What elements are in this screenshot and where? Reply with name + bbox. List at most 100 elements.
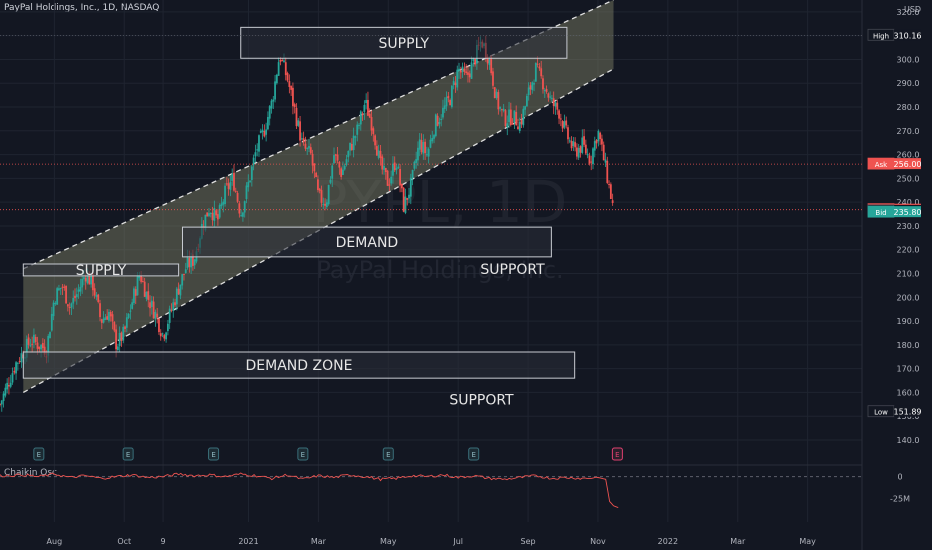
candle-body: [247, 181, 250, 188]
candle-body: [588, 155, 591, 164]
oscillator-line: [0, 472, 619, 509]
candle-body: [158, 318, 160, 333]
candle-body: [393, 162, 396, 171]
x-tick-label: 2022: [658, 537, 678, 546]
price-label-value: 235.80: [894, 208, 922, 217]
candle-body: [597, 130, 600, 142]
candle-body: [170, 309, 173, 311]
candle-body: [15, 362, 17, 374]
candle-body: [472, 57, 475, 62]
earnings-marker-label: E: [615, 451, 619, 459]
candle-body: [154, 311, 157, 319]
price-labels: High310.16Ask256.00PYPL236.83Avg236.33Bi…: [0, 28, 922, 418]
candle-body: [501, 109, 503, 111]
price-label-name: Bid: [875, 209, 886, 217]
candle-body: [536, 63, 539, 65]
candle-body: [324, 203, 326, 206]
candle-body: [52, 302, 55, 317]
candle-body: [222, 201, 225, 205]
candle-body: [2, 393, 5, 402]
candle-body: [83, 277, 85, 280]
candle-body: [129, 310, 132, 312]
candle-body: [486, 56, 489, 64]
price-scale[interactable]: [862, 0, 932, 550]
candle-body: [163, 335, 166, 339]
candle-body: [54, 303, 57, 305]
candle-body: [292, 87, 294, 107]
candle-body: [259, 130, 262, 133]
candle-body: [36, 342, 39, 349]
price-label-value: 310.16: [894, 31, 922, 40]
candle-body: [159, 333, 162, 337]
candle-body: [554, 102, 557, 107]
candle-body: [363, 104, 366, 113]
candle-body: [263, 131, 266, 137]
candle-body: [452, 81, 455, 85]
candle-body: [25, 339, 28, 358]
zone-label: DEMAND ZONE: [246, 358, 353, 374]
candle-body: [370, 117, 373, 131]
candle-body: [281, 60, 284, 62]
candle-body: [193, 259, 196, 266]
chart-title: PayPal Holdings, Inc., 1D, NASDAQ: [4, 3, 160, 13]
candle-body: [458, 68, 460, 72]
candle-body: [243, 201, 246, 213]
candle-body: [511, 123, 514, 125]
zone-label: DEMAND: [336, 235, 399, 251]
candle-body: [220, 203, 223, 207]
candle-body: [65, 285, 67, 304]
candle-body: [206, 212, 209, 217]
candle-body: [168, 308, 171, 323]
candle-body: [406, 197, 409, 200]
zones[interactable]: SUPPLY SUPPLY DEMAND DEMAND ZONE: [22, 26, 576, 379]
candle-body: [311, 153, 314, 166]
candle-body: [40, 344, 42, 350]
earnings-marker: [468, 447, 480, 461]
earnings-marker-label: E: [211, 451, 215, 459]
candle-body: [240, 215, 243, 217]
earnings-marker-label: E: [471, 451, 475, 459]
candle-body: [429, 139, 432, 148]
candle-body: [136, 276, 139, 296]
candle-body: [404, 196, 407, 213]
candle-body: [367, 99, 369, 116]
candle-body: [13, 370, 16, 373]
zone-box: [22, 263, 180, 277]
candle-body: [533, 83, 535, 85]
candle-body: [438, 121, 441, 125]
oscillator-pane: [0, 472, 862, 509]
candle-body: [442, 107, 444, 118]
candle-body: [209, 213, 212, 215]
candle-body: [113, 321, 116, 331]
candle-body: [611, 200, 614, 204]
candle-body: [365, 100, 368, 104]
candle-body: [165, 332, 168, 340]
candle-body: [349, 142, 351, 151]
candle-body: [340, 168, 343, 177]
candle-body: [300, 138, 303, 140]
candle-body: [229, 182, 232, 190]
price-label-name: Ask: [875, 161, 888, 169]
candle-body: [120, 332, 123, 341]
candle-body: [6, 382, 9, 390]
watermark-ticker: PYPL, 1D: [313, 168, 568, 236]
y-tick-label: 260.0: [897, 151, 920, 160]
candle-body: [90, 274, 92, 285]
candle-body: [233, 172, 235, 191]
y-tick-label: 270.0: [897, 127, 920, 136]
watermark-company: PayPal Holdings, Inc.: [316, 256, 563, 284]
candle-body: [288, 81, 291, 87]
candle-body: [540, 68, 543, 77]
y-tick-label: 300.0: [897, 55, 920, 64]
candle-body: [283, 60, 285, 63]
candle-body: [601, 138, 603, 145]
candle-body: [256, 149, 259, 151]
candle-body: [33, 334, 35, 343]
candle-body: [217, 214, 219, 220]
candle-body: [293, 104, 296, 108]
candle-body: [93, 288, 96, 296]
candle-body: [50, 313, 53, 331]
grid: [0, 0, 862, 522]
